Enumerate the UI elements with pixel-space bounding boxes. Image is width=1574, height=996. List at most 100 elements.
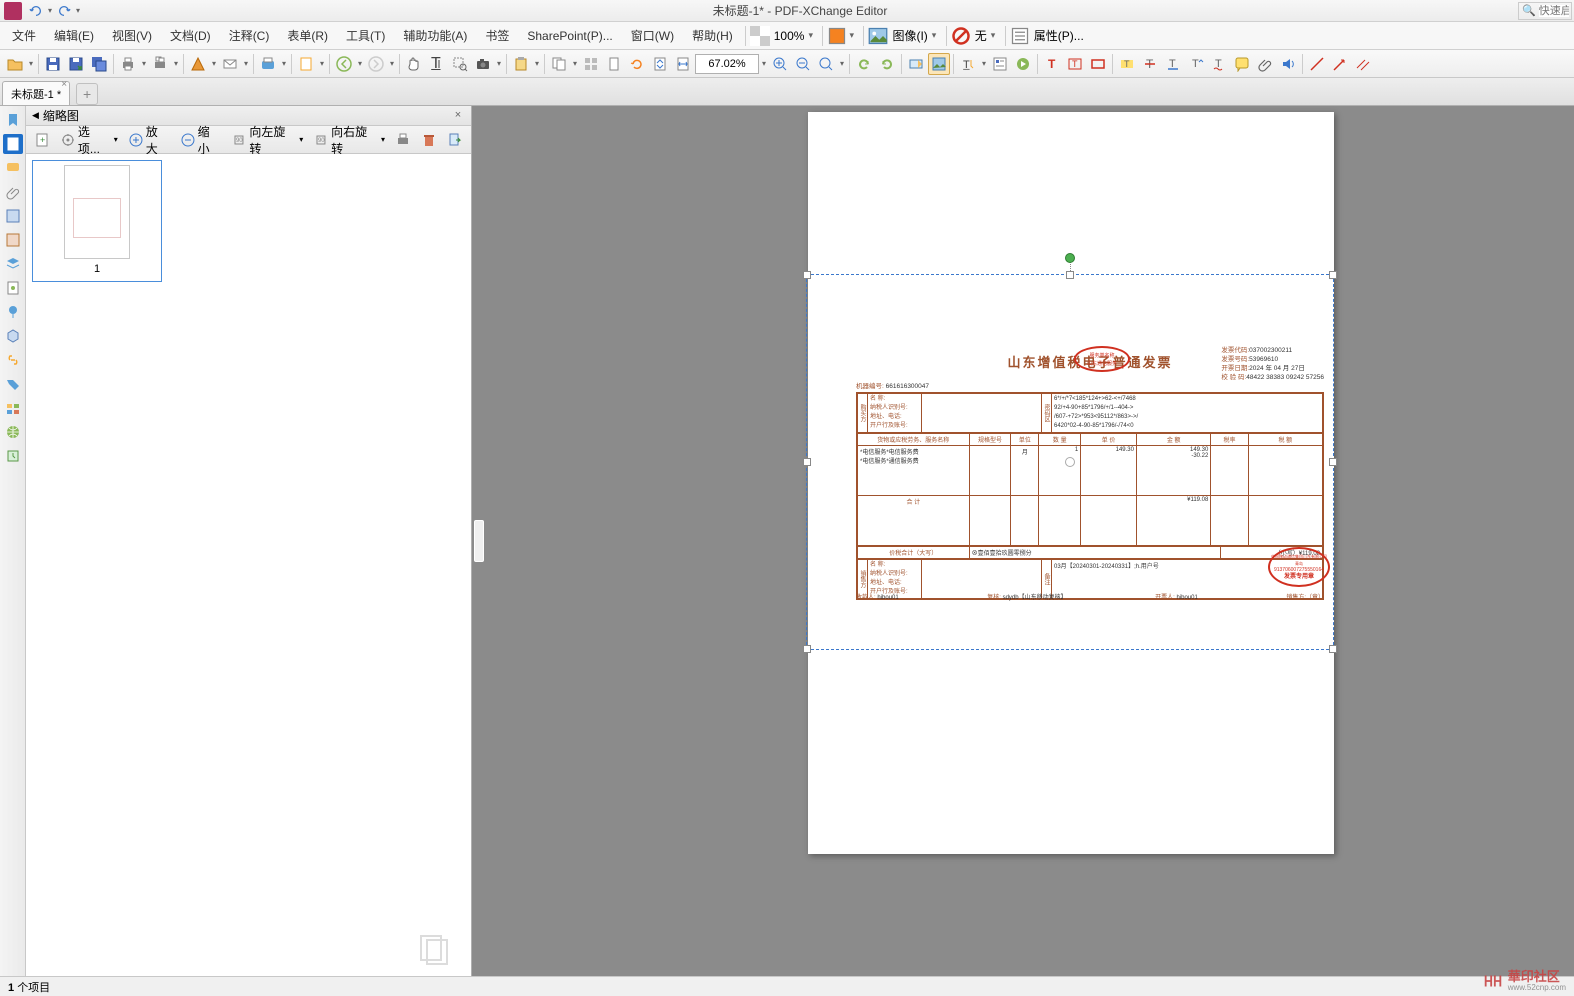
image-dropdown-icon[interactable]: ▾ xyxy=(932,30,942,41)
text-box-button[interactable]: T xyxy=(1064,53,1086,75)
props-label[interactable]: 属性(P)... xyxy=(1032,27,1086,44)
quick-launch-input[interactable] xyxy=(1539,5,1569,17)
props-icon[interactable] xyxy=(1010,26,1030,46)
thumb-rotleft-button[interactable]: 90向左旋转▾ xyxy=(227,121,307,159)
single-page-button[interactable] xyxy=(603,53,625,75)
search-panel-icon[interactable] xyxy=(3,398,23,418)
thumb-options-button[interactable]: 选项...▾ xyxy=(56,121,122,159)
content-panel-icon[interactable] xyxy=(3,278,23,298)
zoom-100-label[interactable]: 100% xyxy=(772,29,807,43)
image-icon[interactable] xyxy=(868,26,888,46)
thumb-delete-button[interactable] xyxy=(417,130,441,150)
none-dropdown-icon[interactable]: ▾ xyxy=(991,30,1001,41)
rotate-cw-button[interactable] xyxy=(626,53,648,75)
form-tool-button[interactable] xyxy=(989,53,1011,75)
print-button[interactable] xyxy=(117,53,139,75)
sound-button[interactable] xyxy=(1277,53,1299,75)
zoom-marquee-dd[interactable]: ▾ xyxy=(838,53,846,75)
links-panel-icon[interactable] xyxy=(3,350,23,370)
thumbnail-list[interactable]: 1 xyxy=(26,154,471,976)
image-edit-button[interactable] xyxy=(928,53,950,75)
zoom-dd[interactable]: ▾ xyxy=(760,53,768,75)
text-select-button[interactable]: T̲ xyxy=(426,53,448,75)
scan-button[interactable] xyxy=(257,53,279,75)
note-button[interactable] xyxy=(1231,53,1253,75)
text-tool-button[interactable]: T̲ xyxy=(957,53,979,75)
grid-button[interactable] xyxy=(580,53,602,75)
snapshot-dd[interactable]: ▾ xyxy=(495,53,503,75)
thumb-print-button[interactable] xyxy=(391,130,415,150)
undo-dropdown[interactable]: ▾ xyxy=(46,0,54,22)
rotation-handle[interactable] xyxy=(1065,253,1075,263)
zoom-tool-button[interactable] xyxy=(449,53,471,75)
save-copy-button[interactable] xyxy=(88,53,110,75)
selection-box[interactable] xyxy=(806,274,1334,650)
bookmarks-panel-icon[interactable] xyxy=(3,110,23,130)
redo-button[interactable] xyxy=(54,2,74,20)
pyramid-dd[interactable]: ▾ xyxy=(210,53,218,75)
menu-comment[interactable]: 注释(C) xyxy=(221,24,278,47)
print-all-dd[interactable]: ▾ xyxy=(172,53,180,75)
transparency-icon[interactable] xyxy=(750,26,770,46)
insert-text-button[interactable]: T xyxy=(1185,53,1207,75)
tab-close-icon[interactable]: × xyxy=(61,79,67,90)
text-red-button[interactable]: T xyxy=(1041,53,1063,75)
panel-splitter[interactable] xyxy=(472,106,488,976)
run-button[interactable] xyxy=(1012,53,1034,75)
underline-button[interactable]: T xyxy=(1162,53,1184,75)
3d-panel-icon[interactable] xyxy=(3,326,23,346)
menu-a11y[interactable]: 辅助功能(A) xyxy=(395,24,475,47)
document-viewport[interactable]: 山东增值税电子普通发票 服务类名称 山东通信服务 发票代码:0370023002… xyxy=(488,106,1574,976)
snapshot-button[interactable] xyxy=(472,53,494,75)
doc1-button[interactable] xyxy=(295,53,317,75)
nav-back-button[interactable] xyxy=(333,53,355,75)
nav-fwd-button[interactable] xyxy=(365,53,387,75)
menu-form[interactable]: 表单(R) xyxy=(279,24,336,47)
attachments-panel-icon[interactable] xyxy=(3,182,23,202)
history-panel-icon[interactable] xyxy=(3,446,23,466)
handle-top-mid[interactable] xyxy=(1066,271,1074,279)
print-dd[interactable]: ▾ xyxy=(140,53,148,75)
menu-doc[interactable]: 文档(D) xyxy=(162,24,219,47)
fill-dropdown-icon[interactable]: ▾ xyxy=(849,30,859,41)
menu-tools[interactable]: 工具(T) xyxy=(338,24,393,47)
doc1-dd[interactable]: ▾ xyxy=(318,53,326,75)
layers-panel-icon[interactable] xyxy=(3,254,23,274)
menu-window[interactable]: 窗口(W) xyxy=(623,24,682,47)
splitter-handle-icon[interactable] xyxy=(474,520,484,562)
save-button[interactable] xyxy=(42,53,64,75)
mail-button[interactable] xyxy=(219,53,241,75)
handle-mid-left[interactable] xyxy=(803,458,811,466)
clipboard-dd[interactable]: ▾ xyxy=(533,53,541,75)
rotate-left-button[interactable] xyxy=(853,53,875,75)
globe-panel-icon[interactable] xyxy=(3,422,23,442)
redo-dropdown[interactable]: ▾ xyxy=(74,0,82,22)
fields-panel-icon[interactable] xyxy=(3,206,23,226)
image-label[interactable]: 图像(I) xyxy=(890,27,929,44)
open-button[interactable] xyxy=(4,53,26,75)
back-dd[interactable]: ▾ xyxy=(356,53,364,75)
save-as-button[interactable] xyxy=(65,53,87,75)
zoom-input[interactable]: 67.02% xyxy=(695,54,759,74)
none-label[interactable]: 无 xyxy=(973,27,989,44)
text-tool-dd[interactable]: ▾ xyxy=(980,53,988,75)
line-tool-button[interactable] xyxy=(1306,53,1328,75)
thumb-collapse-icon[interactable]: ◀ xyxy=(32,110,39,121)
clipboard-button[interactable] xyxy=(510,53,532,75)
handle-bottom-left[interactable] xyxy=(803,645,811,653)
thumb-new-button[interactable]: + xyxy=(30,130,54,150)
zoom-marquee-button[interactable] xyxy=(815,53,837,75)
toolx1-button[interactable] xyxy=(905,53,927,75)
fill-color-icon[interactable] xyxy=(827,26,847,46)
menu-edit[interactable]: 编辑(E) xyxy=(46,24,102,47)
open-dd[interactable]: ▾ xyxy=(27,53,35,75)
menu-help[interactable]: 帮助(H) xyxy=(684,24,741,47)
mail-dd[interactable]: ▾ xyxy=(242,53,250,75)
highlight-yellow-button[interactable]: T xyxy=(1116,53,1138,75)
rotate-right-button[interactable] xyxy=(876,53,898,75)
print-all-button[interactable] xyxy=(149,53,171,75)
scan-dd[interactable]: ▾ xyxy=(280,53,288,75)
tags-panel-icon[interactable] xyxy=(3,374,23,394)
doc-tab-1[interactable]: 未标题-1 * × xyxy=(2,81,70,105)
comments-panel-icon[interactable] xyxy=(3,158,23,178)
